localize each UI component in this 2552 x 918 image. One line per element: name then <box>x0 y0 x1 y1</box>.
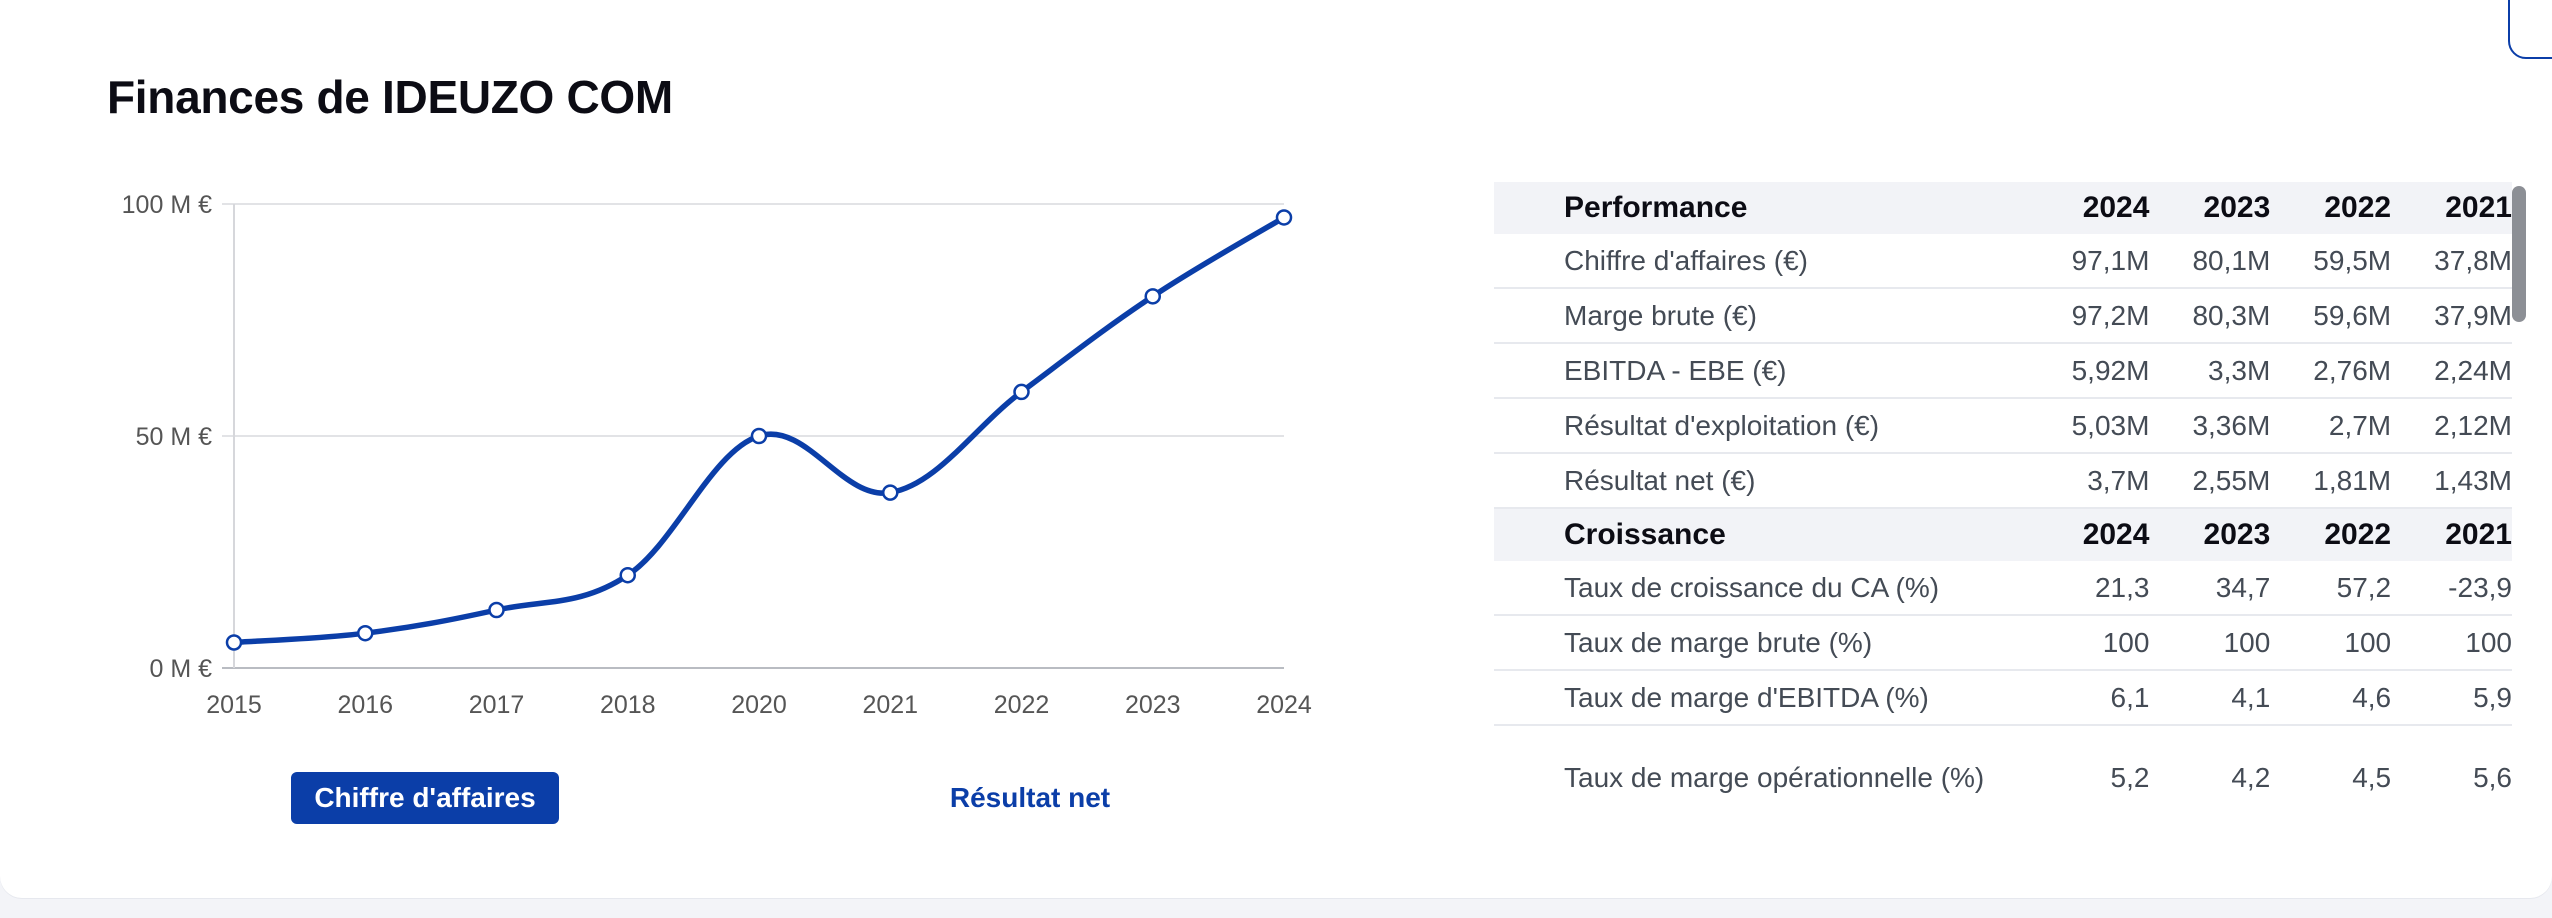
row-value: 3,3M <box>2149 343 2271 399</box>
table-row: Chiffre d'affaires (€) 97,1M 80,1M 59,5M 37,… <box>1494 234 2512 289</box>
row-value: 80,3M <box>2149 288 2271 344</box>
data-point <box>357 624 374 642</box>
row-value: 100 <box>2391 615 2512 671</box>
revenue-toggle-button[interactable]: Chiffre d'affaires <box>291 772 559 824</box>
year-header: 2022 <box>2270 182 2392 234</box>
row-label: Taux de marge brute (%) <box>1494 615 2017 671</box>
row-value: 97,1M <box>2016 234 2150 289</box>
row-value: 100 <box>2016 615 2150 671</box>
x-tick-label: 2020 <box>731 691 787 719</box>
row-value: 5,9 <box>2391 670 2512 726</box>
row-value: 1,81M <box>2270 453 2392 509</box>
x-tick-label: 2015 <box>206 691 262 719</box>
row-value: 4,1 <box>2149 670 2271 726</box>
finance-table: Performance 2024 2023 2022 2021 Chiffre d'aff… <box>1494 182 2512 830</box>
corner-button[interactable] <box>2508 0 2552 59</box>
row-value: 100 <box>2270 615 2392 671</box>
data-point <box>882 484 899 501</box>
row-value: 80,1M <box>2149 234 2271 289</box>
finances-card: Finances de IDEUZO COM 0 M € 50 M € 100 M … <box>0 0 2552 898</box>
x-tick-label: 2016 <box>337 691 393 719</box>
revenue-line-chart: 0 M € 50 M € 100 M € 2015 2016 2017 2018 2020 20… <box>122 191 1312 719</box>
year-header: 2021 <box>2391 182 2512 234</box>
table-row: Taux de marge brute (%) 100 100 100 100 <box>1494 615 2512 671</box>
row-label: EBITDA - EBE (€) <box>1494 343 2017 399</box>
data-point <box>225 634 243 651</box>
x-tick-label: 2022 <box>994 691 1050 719</box>
row-value: 57,2 <box>2270 561 2392 616</box>
page-title: Finances de IDEUZO COM <box>107 71 673 123</box>
finance-table-container[interactable]: Performance 2024 2023 2022 2021 Chiffre d'aff… <box>1494 182 2512 830</box>
row-value: 2,24M <box>2391 343 2512 399</box>
data-point <box>619 566 636 584</box>
net-income-toggle-button[interactable]: Résultat net <box>880 772 1180 824</box>
row-label: Résultat net (€) <box>1494 453 2017 509</box>
year-header: 2024 <box>2016 182 2150 234</box>
row-value: 37,9M <box>2391 288 2512 344</box>
row-label: Chiffre d'affaires (€) <box>1494 234 2017 289</box>
row-value: 2,76M <box>2270 343 2392 399</box>
row-value: 4,6 <box>2270 670 2392 726</box>
row-label: Taux de croissance du CA (%) <box>1494 561 2017 616</box>
year-header: 2021 <box>2391 508 2512 561</box>
row-value: 2,55M <box>2149 453 2271 509</box>
table-scrollbar-thumb[interactable] <box>2512 186 2526 322</box>
data-point <box>750 427 768 445</box>
row-value: 59,6M <box>2270 288 2392 344</box>
section-title: Performance <box>1494 182 2017 234</box>
row-value: 3,36M <box>2149 398 2271 454</box>
table-section-header: Performance 2024 2023 2022 2021 <box>1494 182 2512 234</box>
table-row: EBITDA - EBE (€) 5,92M 3,3M 2,76M 2,24M <box>1494 343 2512 399</box>
row-value: 2,7M <box>2270 398 2392 454</box>
table-row: Résultat d'exploitation (€) 5,03M 3,36M 2,7… <box>1494 398 2512 454</box>
data-point <box>488 601 505 619</box>
row-label: Taux de marge d'EBITDA (%) <box>1494 670 2017 726</box>
year-header: 2024 <box>2016 508 2150 561</box>
row-value: 1,43M <box>2391 453 2512 509</box>
table-section-header: Croissance 2024 2023 2022 2021 <box>1494 508 2512 561</box>
table-row: Taux de croissance du CA (%) 21,3 34,7 57,2… <box>1494 561 2512 616</box>
x-tick-label: 2023 <box>1125 691 1181 719</box>
row-label: Taux de marge opérationnelle (%) <box>1494 725 2017 830</box>
row-value: 6,1 <box>2016 670 2150 726</box>
row-label: Marge brute (€) <box>1494 288 2017 344</box>
row-value: 3,7M <box>2016 453 2150 509</box>
x-tick-label: 2021 <box>862 691 918 719</box>
y-tick-label: 0 M € <box>149 655 212 683</box>
section-title: Croissance <box>1494 508 2017 561</box>
row-value: 4,2 <box>2149 725 2271 830</box>
year-header: 2023 <box>2149 182 2271 234</box>
table-row: Marge brute (€) 97,2M 80,3M 59,6M 37,9M <box>1494 288 2512 344</box>
row-value: 5,92M <box>2016 343 2150 399</box>
row-value: 21,3 <box>2016 561 2150 616</box>
x-tick-label: 2017 <box>469 691 525 719</box>
row-value: 5,03M <box>2016 398 2150 454</box>
row-value: 5,6 <box>2391 725 2512 830</box>
y-tick-label: 100 M € <box>122 191 212 219</box>
year-header: 2023 <box>2149 508 2271 561</box>
y-tick-label: 50 M € <box>136 423 213 451</box>
row-label: Résultat d'exploitation (€) <box>1494 398 2017 454</box>
row-value: 4,5 <box>2270 725 2392 830</box>
x-tick-label: 2018 <box>600 691 656 719</box>
table-row: Résultat net (€) 3,7M 2,55M 1,81M 1,43M <box>1494 453 2512 509</box>
row-value: 34,7 <box>2149 561 2271 616</box>
row-value: 2,12M <box>2391 398 2512 454</box>
data-point <box>1275 209 1293 226</box>
year-header: 2022 <box>2270 508 2392 561</box>
row-value: 97,2M <box>2016 288 2150 344</box>
data-point <box>1144 288 1161 305</box>
row-value: 59,5M <box>2270 234 2392 289</box>
table-row: Taux de marge opérationnelle (%) 5,2 4,2 4,… <box>1494 725 2512 830</box>
table-row: Taux de marge d'EBITDA (%) 6,1 4,1 4,6 5,9 <box>1494 670 2512 726</box>
data-point <box>1013 383 1030 401</box>
row-value: -23,9 <box>2391 561 2512 616</box>
x-tick-label: 2024 <box>1256 691 1312 719</box>
row-value: 100 <box>2149 615 2271 671</box>
row-value: 5,2 <box>2016 725 2150 830</box>
row-value: 37,8M <box>2391 234 2512 289</box>
